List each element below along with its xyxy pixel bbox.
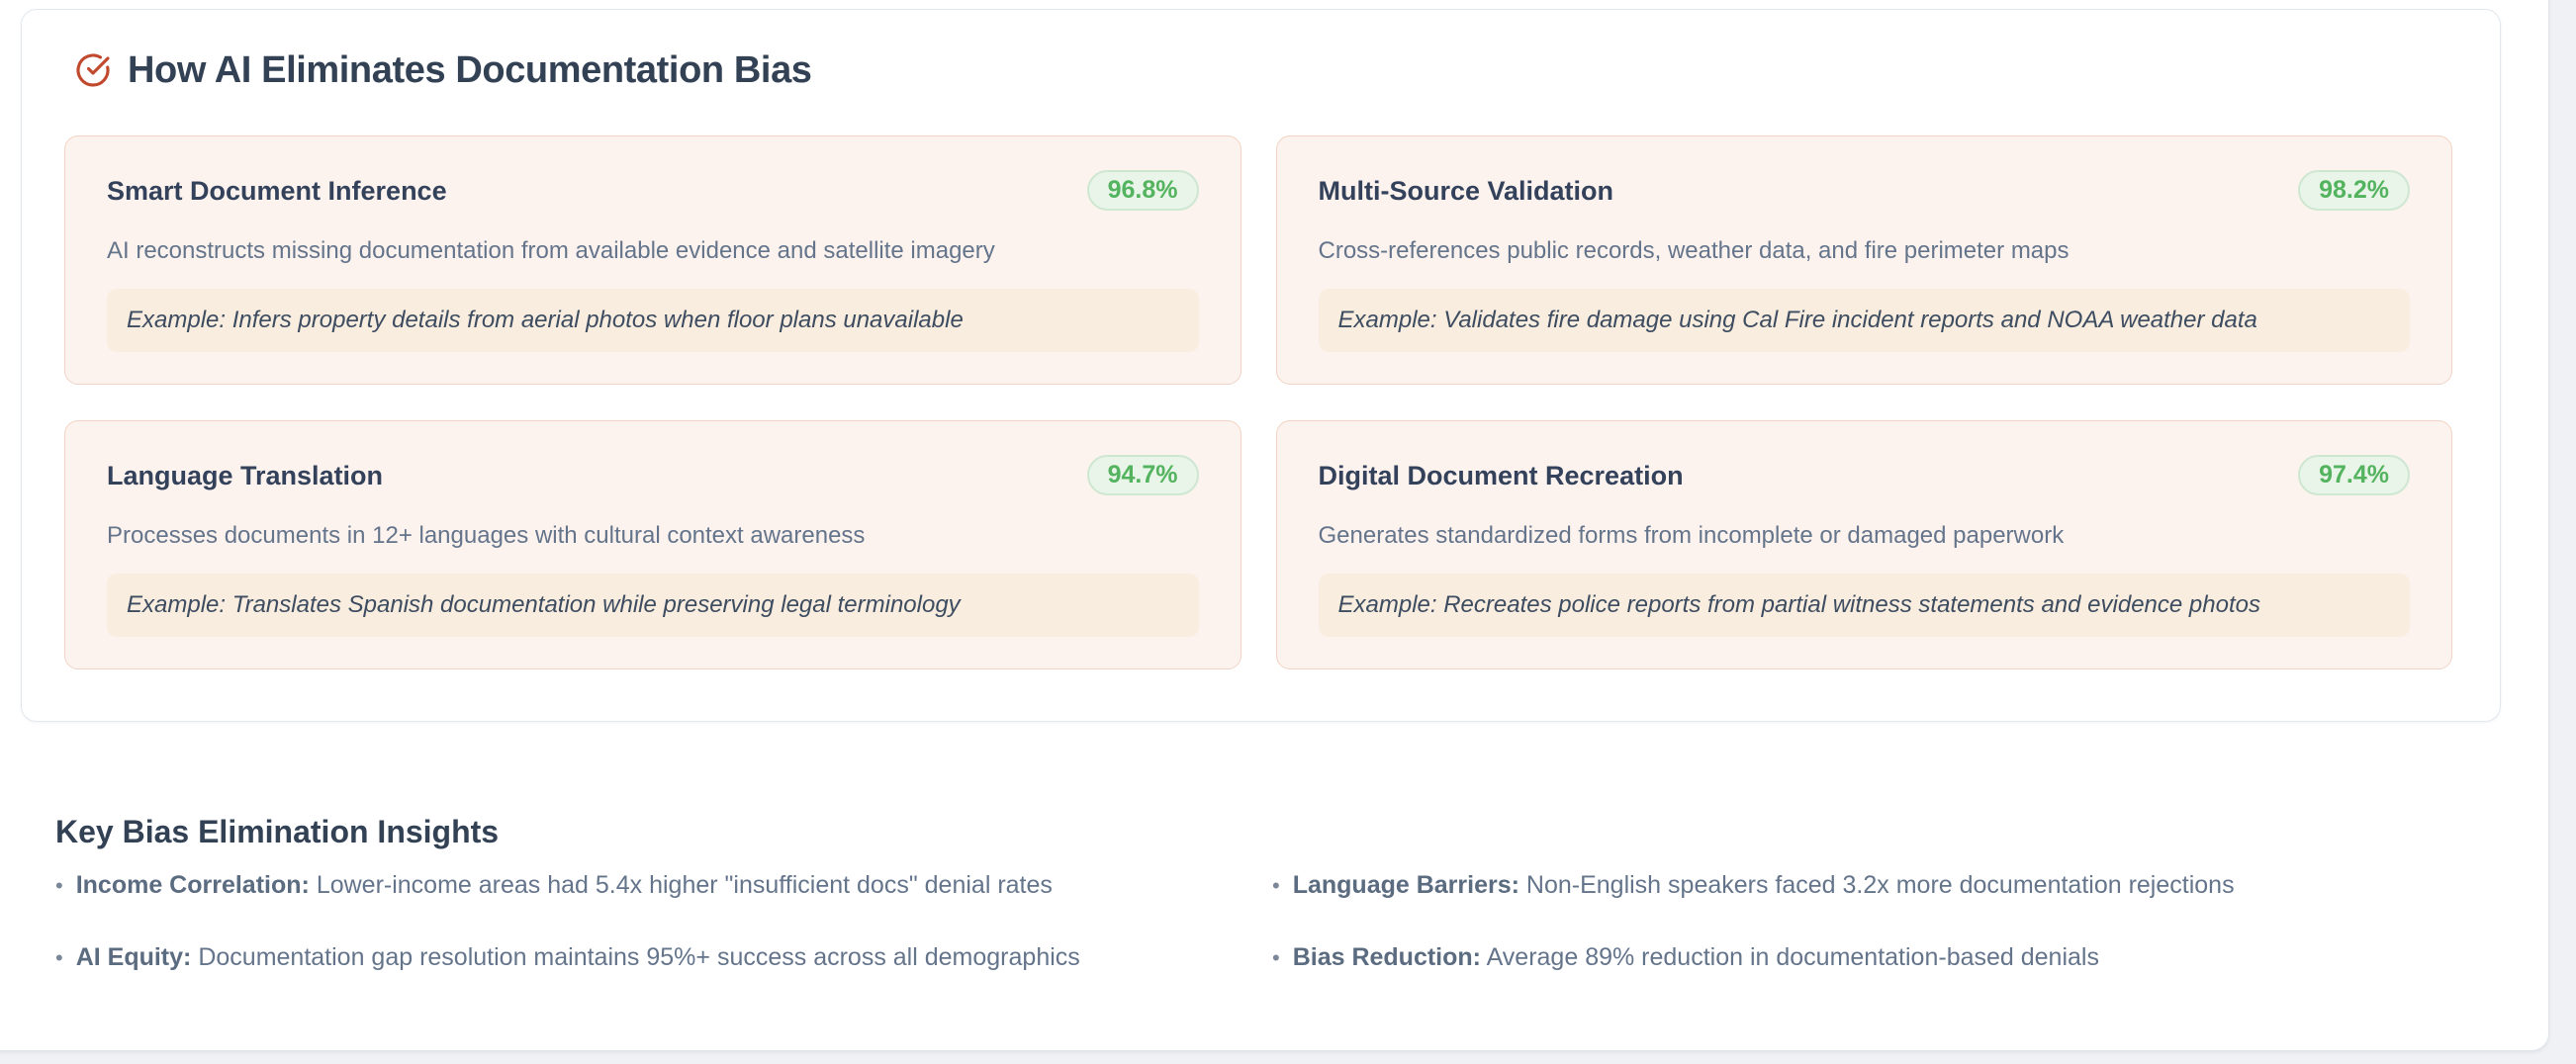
insight-bias-reduction: • Bias Reduction: Average 89% reduction i… [1272, 939, 2469, 976]
bullet-icon: • [55, 873, 63, 898]
card-header: Language Translation 94.7% [107, 455, 1199, 495]
card-title: Language Translation [107, 460, 384, 490]
insight-text: Non-English speakers faced 3.2x more doc… [1525, 871, 2235, 899]
check-circle-icon [75, 52, 111, 88]
card-digital-document-recreation: Digital Document Recreation 97.4% Genera… [1275, 420, 2452, 669]
card-language-translation: Language Translation 94.7% Processes doc… [64, 420, 1242, 669]
insight-text: Documentation gap resolution maintains 9… [198, 943, 1080, 971]
card-multi-source-validation: Multi-Source Validation 98.2% Cross-refe… [1275, 135, 2452, 385]
card-description: Processes documents in 12+ languages wit… [107, 522, 866, 549]
card-smart-document-inference: Smart Document Inference 96.8% AI recons… [64, 135, 1242, 385]
card-title: Digital Document Recreation [1318, 460, 1684, 490]
method-cards-grid: Smart Document Inference 96.8% AI recons… [64, 135, 2452, 669]
success-rate-badge: 96.8% [1086, 170, 1199, 211]
card-example: Example: Translates Spanish documentatio… [107, 574, 1199, 637]
card-header: Multi-Source Validation 98.2% [1318, 170, 2410, 211]
card-example: Example: Validates fire damage using Cal… [1318, 289, 2410, 352]
success-rate-badge: 98.2% [2298, 170, 2410, 211]
card-header: Smart Document Inference 96.8% [107, 170, 1199, 211]
card-title: Multi-Source Validation [1318, 175, 1614, 206]
card-example: Example: Recreates police reports from p… [1318, 574, 2410, 637]
insights-section: Key Bias Elimination Insights • Income Co… [55, 812, 2469, 976]
panel-title: How AI Eliminates Documentation Bias [128, 49, 812, 91]
insight-label: Language Barriers: [1292, 871, 1519, 899]
insight-text: Lower-income areas had 5.4x higher "insu… [316, 871, 1053, 899]
bullet-icon: • [55, 945, 63, 970]
insights-heading: Key Bias Elimination Insights [55, 814, 500, 849]
card-description: Cross-references public records, weather… [1318, 237, 2070, 264]
card-example: Example: Infers property details from ae… [107, 289, 1199, 352]
success-rate-badge: 97.4% [2298, 455, 2410, 495]
card-description: AI reconstructs missing documentation fr… [107, 237, 995, 264]
insight-label: Income Correlation: [75, 871, 310, 899]
panel-header: How AI Eliminates Documentation Bias [75, 43, 812, 98]
ai-bias-panel: How AI Eliminates Documentation Bias Sma… [21, 9, 2501, 722]
card-description: Generates standardized forms from incomp… [1318, 522, 2065, 549]
insight-label: Bias Reduction: [1292, 943, 1481, 971]
insight-text: Average 89% reduction in documentation-b… [1486, 943, 2099, 971]
insight-income-correlation: • Income Correlation: Lower-income areas … [55, 867, 1252, 904]
card-title: Smart Document Inference [107, 175, 447, 206]
insight-label: AI Equity: [75, 943, 192, 971]
bullet-icon: • [1272, 873, 1280, 898]
insights-list: • Income Correlation: Lower-income areas … [55, 867, 2469, 976]
content-sheet: How AI Eliminates Documentation Bias Sma… [0, 0, 2549, 1051]
success-rate-badge: 94.7% [1086, 455, 1199, 495]
card-header: Digital Document Recreation 97.4% [1318, 455, 2410, 495]
insight-ai-equity: • AI Equity: Documentation gap resolution… [55, 939, 1252, 976]
bullet-icon: • [1272, 945, 1280, 970]
insight-language-barriers: • Language Barriers: Non-English speakers… [1272, 867, 2469, 904]
